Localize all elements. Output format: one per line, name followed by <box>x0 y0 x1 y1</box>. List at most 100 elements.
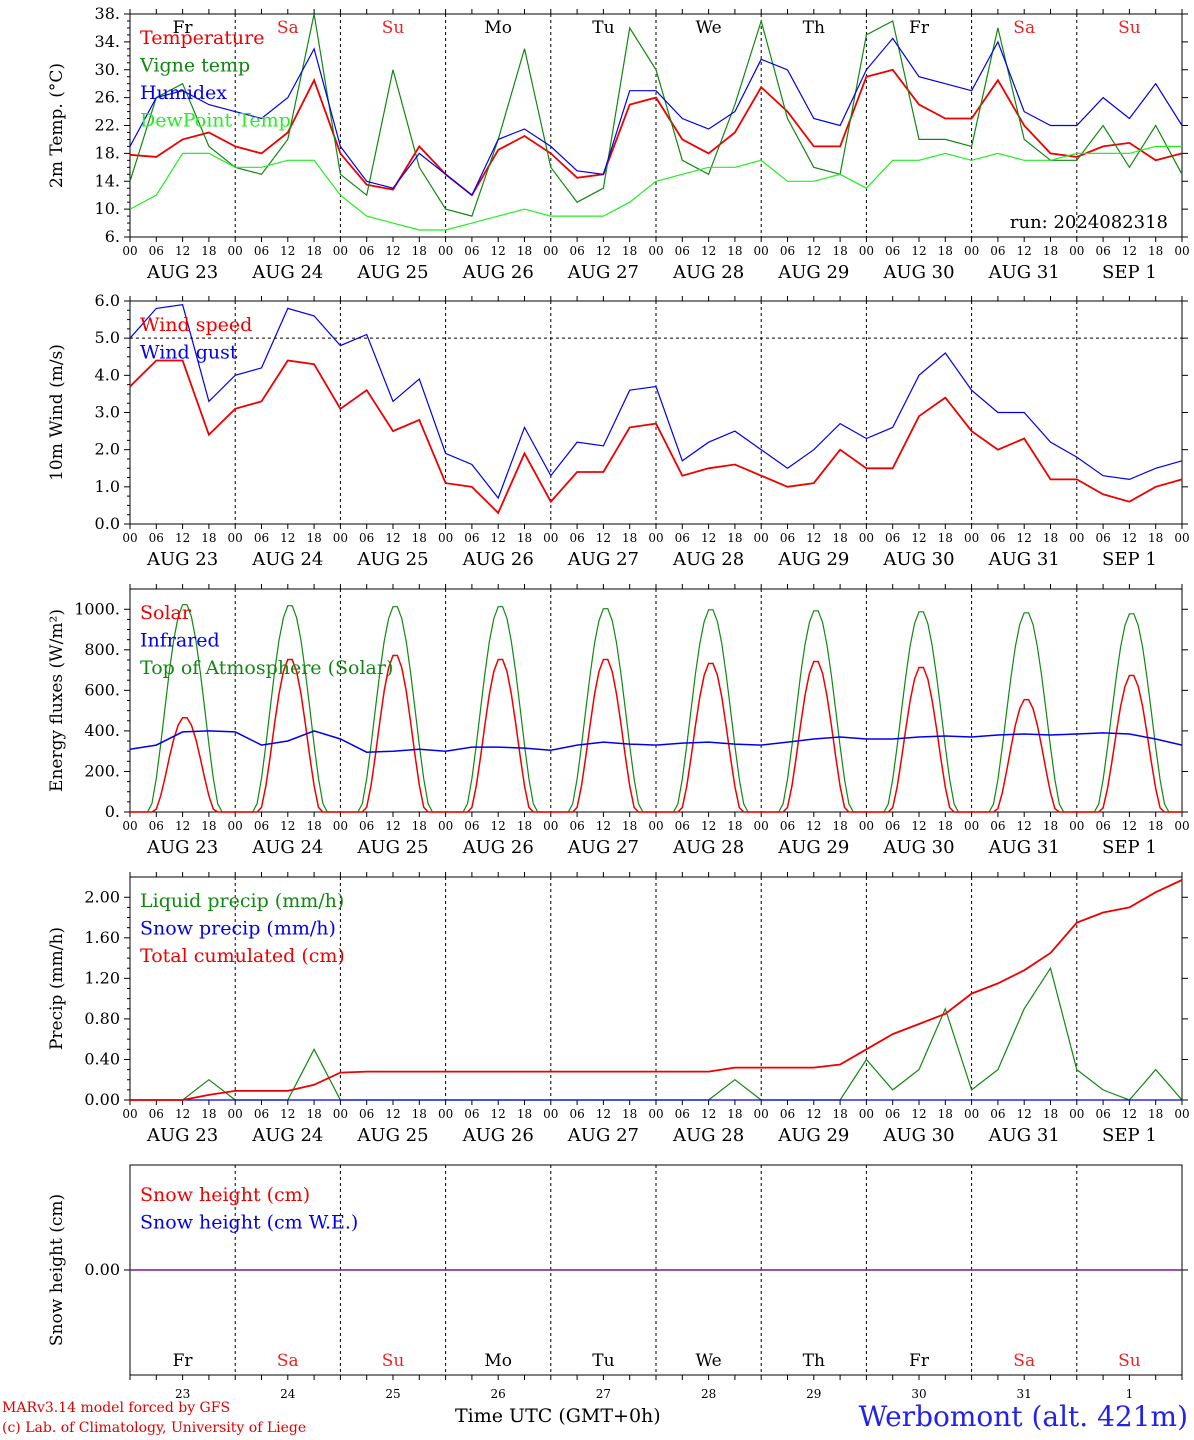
y-tick-label: 1.20 <box>84 968 120 987</box>
x-hour-label: 18 <box>412 1107 427 1121</box>
x-hour-label: 12 <box>175 1107 190 1121</box>
x-hour-label: 00 <box>964 1107 979 1121</box>
x-date-label: AUG 25 <box>356 549 428 570</box>
x-hour-label: 18 <box>727 244 742 258</box>
x-hour-label: 12 <box>280 531 295 545</box>
x-date-label: AUG 26 <box>462 549 534 570</box>
day-abbr-label: Sa <box>1013 1351 1035 1371</box>
x-date-label: AUG 24 <box>251 837 323 858</box>
x-hour-label: 06 <box>464 819 479 833</box>
x-hour-label: 18 <box>938 819 953 833</box>
x-hour-label: 18 <box>1148 1107 1163 1121</box>
x-date-label: AUG 25 <box>356 1125 428 1146</box>
x-hour-label: 00 <box>122 244 137 258</box>
x-hour-label: 06 <box>569 1107 584 1121</box>
legend-entry: Snow precip (mm/h) <box>140 918 336 940</box>
day-abbr-label: Fr <box>173 18 194 38</box>
x-hour-label: 12 <box>1017 244 1032 258</box>
x-hour-label: 06 <box>675 1107 690 1121</box>
x-hour-label: 12 <box>806 531 821 545</box>
day-number-label: 30 <box>911 1387 926 1400</box>
x-date-label: AUG 31 <box>988 549 1060 570</box>
day-number-label: 26 <box>491 1387 506 1400</box>
day-abbr-label: We <box>696 1351 722 1371</box>
x-hour-label: 12 <box>911 531 926 545</box>
x-hour-label: 00 <box>754 531 769 545</box>
x-hour-label: 06 <box>990 531 1005 545</box>
x-hour-label: 06 <box>569 819 584 833</box>
x-date-label: AUG 31 <box>988 1125 1060 1146</box>
series-line-infrared <box>129 730 1183 753</box>
y-tick-label: 0.0 <box>95 514 120 533</box>
x-hour-label: 00 <box>228 531 243 545</box>
day-abbr-label: Mo <box>484 1351 512 1371</box>
y-tick-label: 0.00 <box>84 1260 120 1279</box>
x-hour-label: 12 <box>491 819 506 833</box>
y-tick-label: 2.00 <box>84 887 120 906</box>
x-hour-label: 12 <box>1017 1107 1032 1121</box>
x-hour-label: 00 <box>1069 1107 1084 1121</box>
day-abbr-label: Sa <box>277 1351 299 1371</box>
x-hour-label: 00 <box>228 1107 243 1121</box>
x-hour-label: 06 <box>1095 531 1110 545</box>
x-date-label: AUG 23 <box>146 1125 218 1146</box>
x-hour-label: 00 <box>122 819 137 833</box>
y-tick-label: 1.0 <box>95 477 120 496</box>
x-hour-label: 18 <box>201 531 216 545</box>
x-date-label: AUG 29 <box>777 549 849 570</box>
day-abbr-label: Fr <box>909 18 930 38</box>
x-hour-label: 18 <box>938 531 953 545</box>
x-hour-label: 12 <box>701 1107 716 1121</box>
x-hour-label: 12 <box>596 819 611 833</box>
x-hour-label: 06 <box>1095 244 1110 258</box>
x-hour-label: 12 <box>911 819 926 833</box>
x-hour-label: 18 <box>1043 244 1058 258</box>
x-hour-label: 18 <box>412 244 427 258</box>
x-date-label: AUG 26 <box>462 837 534 858</box>
y-tick-label: 400. <box>84 721 120 740</box>
x-hour-label: 06 <box>885 819 900 833</box>
x-hour-label: 12 <box>1122 1107 1137 1121</box>
x-hour-label: 18 <box>306 244 321 258</box>
x-date-label: AUG 26 <box>462 1125 534 1146</box>
x-hour-label: 12 <box>385 244 400 258</box>
x-hour-label: 06 <box>990 244 1005 258</box>
x-hour-label: 12 <box>385 531 400 545</box>
x-date-label: AUG 28 <box>672 549 744 570</box>
y-tick-label: 26. <box>95 88 120 107</box>
y-axis-label: Precip (mm/h) <box>47 927 67 1050</box>
x-hour-label: 00 <box>754 244 769 258</box>
legend-entry: Infrared <box>140 630 220 652</box>
x-hour-label: 00 <box>964 819 979 833</box>
legend-entry: DewPoint Temp <box>140 110 291 132</box>
x-hour-label: 00 <box>1174 531 1189 545</box>
x-hour-label: 06 <box>675 819 690 833</box>
y-tick-label: 10. <box>95 199 120 218</box>
x-hour-label: 12 <box>175 244 190 258</box>
x-hour-label: 06 <box>359 244 374 258</box>
x-hour-label: 18 <box>1148 819 1163 833</box>
x-hour-label: 12 <box>596 1107 611 1121</box>
x-date-label: SEP 1 <box>1102 1125 1157 1146</box>
x-hour-label: 06 <box>675 244 690 258</box>
series-line-temperature <box>129 68 1183 197</box>
x-date-label: AUG 31 <box>988 837 1060 858</box>
x-date-label: AUG 30 <box>882 262 954 283</box>
x-hour-label: 12 <box>911 1107 926 1121</box>
x-hour-label: 06 <box>359 531 374 545</box>
x-hour-label: 00 <box>964 244 979 258</box>
series-line-humidex <box>129 37 1183 197</box>
x-date-label: AUG 30 <box>882 549 954 570</box>
day-abbr-label: We <box>696 18 722 38</box>
x-hour-label: 00 <box>648 819 663 833</box>
x-date-label: AUG 29 <box>777 262 849 283</box>
x-hour-label: 06 <box>780 1107 795 1121</box>
y-axis-label: Snow height (cm) <box>47 1194 67 1346</box>
x-hour-label: 18 <box>727 531 742 545</box>
day-number-label: 24 <box>280 1387 296 1400</box>
x-hour-label: 00 <box>438 244 453 258</box>
x-hour-label: 18 <box>832 1107 847 1121</box>
x-hour-label: 12 <box>806 244 821 258</box>
legend-entry: Solar <box>140 602 192 624</box>
x-date-label: SEP 1 <box>1102 837 1157 858</box>
